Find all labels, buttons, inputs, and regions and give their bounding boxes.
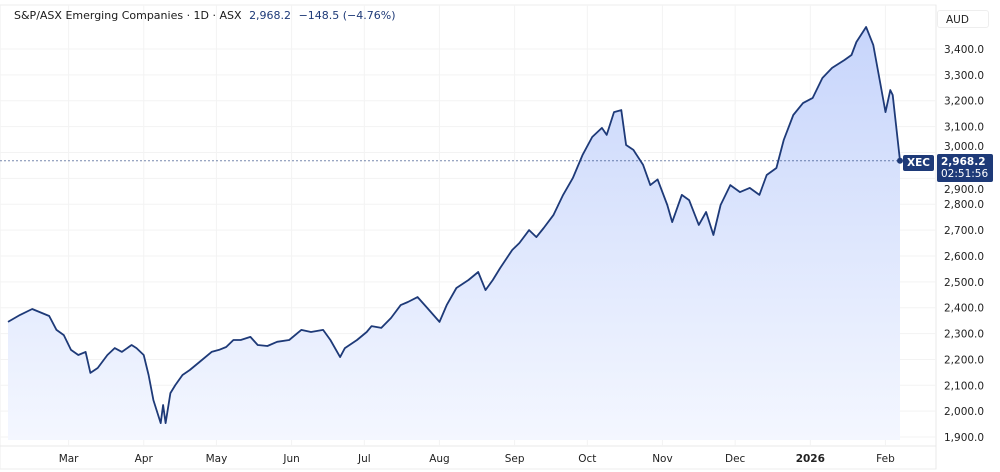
price-line — [7, 26, 901, 424]
y-tick-label: 3,200.0 — [944, 96, 984, 108]
price-tag-value: 2,968.2 — [941, 156, 986, 168]
y-tick-label: 2,200.0 — [944, 354, 984, 366]
area-fill — [8, 27, 900, 440]
x-tick-label: Mar — [59, 453, 79, 465]
y-tick-label: 2,700.0 — [944, 225, 984, 237]
y-tick-label: 2,900.0 — [944, 184, 984, 196]
x-tick-label: Jul — [357, 453, 371, 465]
x-tick-label: Apr — [135, 453, 154, 465]
x-tick-label: 2026 — [796, 453, 825, 465]
y-tick-label: 2,400.0 — [944, 303, 984, 315]
x-tick-label: Jun — [282, 453, 299, 465]
symbol-tag: XEC — [903, 155, 934, 171]
legend-change: −148.5 (−4.76%) — [298, 9, 396, 22]
x-tick-label: Aug — [429, 453, 450, 465]
y-tick-label: 3,300.0 — [944, 70, 984, 82]
y-tick-label: 2,100.0 — [944, 380, 984, 392]
y-tick-label: 2,300.0 — [944, 329, 984, 341]
price-tag-countdown: 02:51:56 — [941, 168, 989, 180]
currency-button[interactable]: AUD — [937, 10, 989, 28]
y-axis[interactable]: 1,900.0 2,000.0 2,100.0 2,200.0 2,300.0 2,400… — [944, 44, 984, 444]
price-tag: 2,968.2 02:51:56 — [937, 154, 993, 182]
y-tick-label: 3,400.0 — [944, 44, 984, 56]
x-tick-label: Dec — [725, 453, 746, 465]
x-axis[interactable]: Mar Apr May Jun Jul Aug Sep Oct Nov Dec 2026 Feb — [59, 453, 895, 465]
x-tick-label: May — [206, 453, 228, 465]
chart-legend: S&P/ASX Emerging Companies · 1D · ASX 2,… — [14, 9, 396, 22]
y-tick-label: 2,500.0 — [944, 277, 984, 289]
y-tick-label: 3,000.0 — [944, 141, 984, 153]
y-tick-label: 2,800.0 — [944, 199, 984, 211]
x-tick-label: Sep — [505, 453, 525, 465]
legend-last-price: 2,968.2 — [249, 9, 292, 22]
data-points — [7, 27, 901, 424]
y-tick-label: 3,100.0 — [944, 122, 984, 134]
x-tick-label: Oct — [578, 453, 596, 465]
legend-title: S&P/ASX Emerging Companies · 1D · ASX — [14, 9, 242, 22]
x-tick-label: Feb — [876, 453, 895, 465]
x-tick-label: Nov — [652, 453, 673, 465]
y-tick-label: 2,000.0 — [944, 406, 984, 418]
y-tick-label: 1,900.0 — [944, 432, 984, 444]
y-tick-label: 2,600.0 — [944, 251, 984, 263]
